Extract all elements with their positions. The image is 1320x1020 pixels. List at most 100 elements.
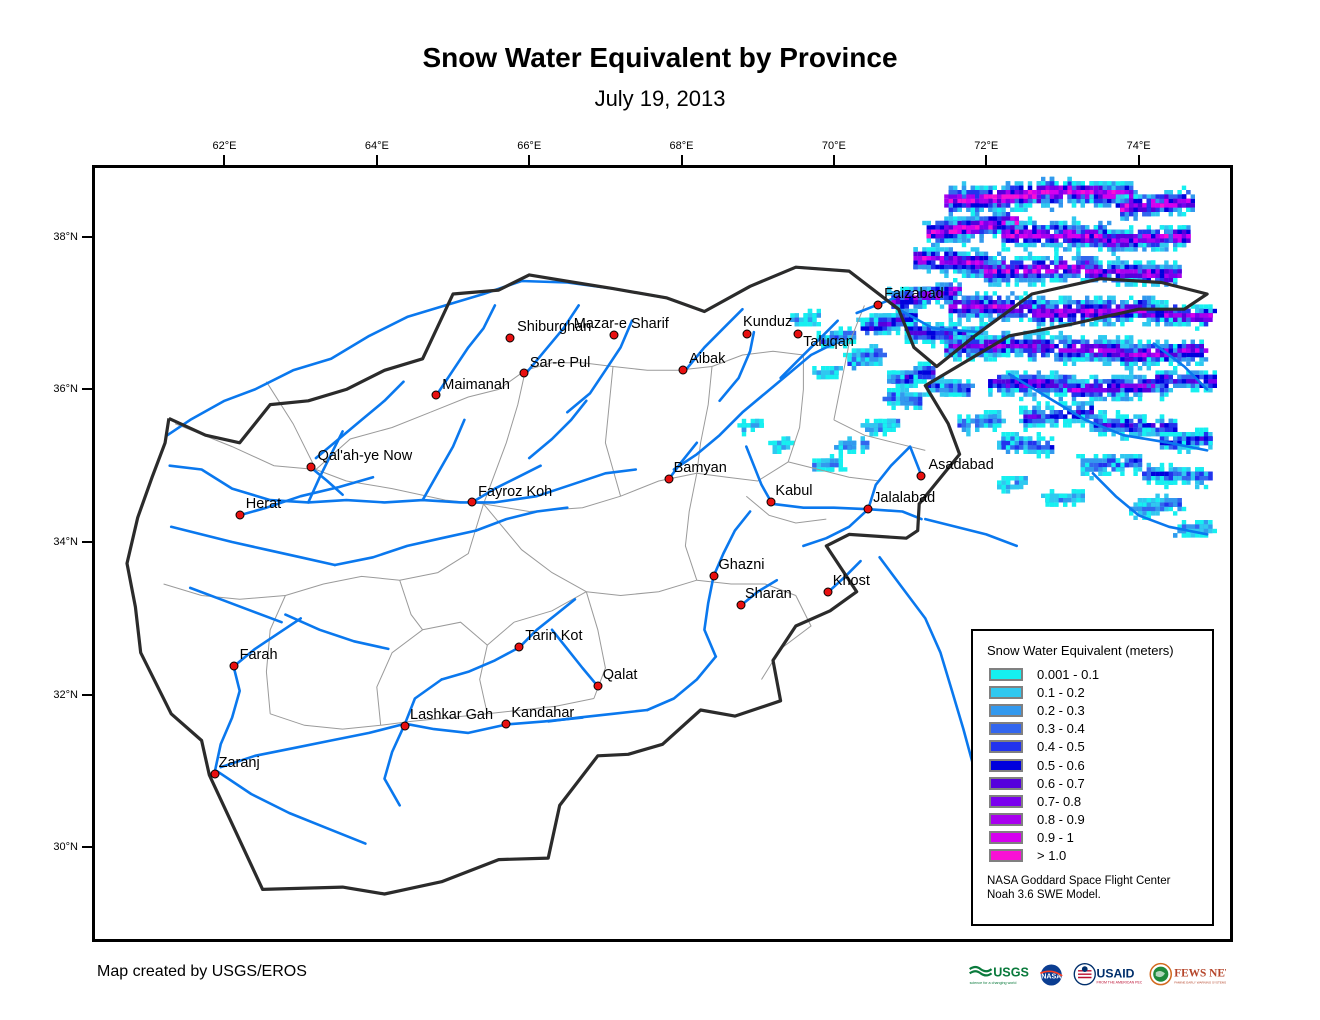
legend-color-swatch: [989, 740, 1023, 754]
city-label: Kunduz: [743, 313, 793, 330]
legend-range-label: 0.3 - 0.4: [1037, 721, 1085, 737]
legend-row: 0.7- 0.8: [983, 792, 1202, 810]
city-marker-dot[interactable]: [514, 642, 524, 652]
usaid-logo: USAID FROM THE AMERICAN PEOPLE: [1073, 962, 1142, 986]
lon-tick-mark: [528, 155, 531, 165]
city-label: Sharan: [744, 586, 792, 603]
city-marker-dot[interactable]: [505, 333, 515, 343]
city-label: Sar-e Pul: [529, 354, 591, 371]
legend-color-swatch: [989, 703, 1023, 717]
city-marker-dot[interactable]: [593, 681, 603, 691]
city-marker-dot[interactable]: [678, 365, 688, 375]
city-label: Faizabad: [884, 285, 944, 302]
city-marker-dot[interactable]: [863, 504, 873, 514]
legend-range-label: 0.001 - 0.1: [1037, 666, 1100, 682]
province-boundaries: [163, 305, 926, 730]
city-marker-dot[interactable]: [235, 510, 245, 520]
lon-tick-label: 66°E: [517, 140, 542, 152]
lat-tick-mark: [82, 693, 93, 696]
city-marker-dot[interactable]: [519, 368, 529, 378]
legend-color-swatch: [989, 776, 1023, 790]
lon-tick-mark: [375, 155, 378, 165]
city-marker-dot[interactable]: [609, 330, 619, 340]
lat-tick-label: 30°N: [53, 841, 78, 854]
legend-color-swatch: [989, 758, 1023, 772]
country-boundary: [125, 265, 1209, 896]
legend-range-label: 0.5 - 0.6: [1037, 757, 1085, 773]
city-label: Aibak: [689, 350, 726, 367]
city-marker-dot[interactable]: [873, 300, 883, 310]
lon-tick-label: 62°E: [212, 140, 237, 152]
city-marker-dot[interactable]: [709, 571, 719, 581]
city-marker-dot[interactable]: [766, 497, 776, 507]
page-subtitle: July 19, 2013: [594, 86, 726, 111]
city-label: Qal'ah-ye Now: [317, 448, 413, 465]
legend-row: 0.3 - 0.4: [983, 720, 1202, 738]
nasa-logo: NASA: [1040, 964, 1063, 986]
city-label: Ghazni: [718, 557, 765, 574]
legend-source: NASA Goddard Space Flight Center Noah 3.…: [987, 874, 1202, 903]
city-marker-dot[interactable]: [823, 587, 833, 597]
legend-range-label: 0.8 - 0.9: [1037, 812, 1085, 828]
legend-row: 0.8 - 0.9: [983, 811, 1202, 829]
city-marker-dot[interactable]: [793, 329, 803, 339]
city-label: Maimanah: [442, 377, 510, 394]
map-graphics: [125, 176, 1217, 896]
city-marker-dot[interactable]: [431, 390, 441, 400]
river-network: [166, 265, 1209, 895]
map-credit: Map created by USGS/EROS: [97, 963, 307, 980]
city-marker-dot[interactable]: [400, 721, 410, 731]
legend-range-label: 0.9 - 1: [1037, 830, 1074, 846]
legend-color-swatch: [989, 849, 1023, 863]
legend-color-swatch: [989, 685, 1023, 699]
legend-color-swatch: [989, 831, 1023, 845]
legend-range-label: 0.2 - 0.3: [1037, 702, 1085, 718]
lon-tick-label: 74°E: [1126, 140, 1151, 152]
city-label: Qalat: [602, 667, 638, 684]
city-label: Jalalabad: [873, 490, 936, 507]
city-label: Tarin Kot: [525, 628, 583, 645]
lon-tick-mark: [1137, 155, 1140, 165]
city-label: Farah: [239, 647, 278, 664]
usgs-logo: USGS science for a changing world: [969, 966, 1029, 985]
lat-tick-mark: [82, 846, 93, 849]
legend-range-label: 0.1 - 0.2: [1037, 684, 1085, 700]
city-label: Taluqan: [803, 333, 854, 350]
city-marker-dot[interactable]: [736, 600, 746, 610]
legend-title: Snow Water Equivalent (meters): [987, 643, 1174, 658]
city-marker-dot[interactable]: [467, 497, 477, 507]
legend-color-swatch: [989, 813, 1023, 827]
lon-tick-mark: [832, 155, 835, 165]
city-marker-dot[interactable]: [306, 462, 316, 472]
page-title: Snow Water Equivalent by Province: [422, 42, 898, 73]
city-label: Fayroz Koh: [478, 484, 553, 501]
lon-tick-mark: [223, 155, 226, 165]
legend-row: 0.5 - 0.6: [983, 756, 1202, 774]
legend-color-swatch: [989, 722, 1023, 736]
lat-tick-mark: [82, 541, 93, 544]
city-marker-dot[interactable]: [229, 661, 239, 671]
lon-tick-label: 70°E: [821, 140, 846, 152]
city-label: Bamyan: [673, 460, 727, 477]
lat-tick-mark: [82, 388, 93, 391]
city-marker-dot[interactable]: [664, 474, 674, 484]
city-marker-dot[interactable]: [210, 769, 220, 779]
legend-row: 0.2 - 0.3: [983, 701, 1202, 719]
legend-row: 0.9 - 1: [983, 829, 1202, 847]
lat-tick-mark: [82, 235, 93, 238]
city-label: Khost: [832, 573, 870, 590]
legend-row: 0.001 - 0.1: [983, 665, 1202, 683]
city-marker-dot[interactable]: [742, 329, 752, 339]
snow-water-equivalent-layer: [737, 176, 1217, 538]
city-label: Asadabad: [928, 456, 994, 473]
city-label: Mazar-e Sharif: [573, 316, 669, 333]
legend-range-label: > 1.0: [1037, 848, 1067, 864]
city-marker-dot[interactable]: [916, 471, 926, 481]
city-label: Herat: [245, 496, 282, 513]
legend-range-label: 0.6 - 0.7: [1037, 775, 1085, 791]
city-marker-dot[interactable]: [501, 719, 511, 729]
legend-row: 0.4 - 0.5: [983, 738, 1202, 756]
city-label: Kandahar: [511, 705, 575, 722]
lat-tick-label: 36°N: [53, 383, 78, 396]
legend-source-line1: NASA Goddard Space Flight Center: [987, 875, 1171, 888]
